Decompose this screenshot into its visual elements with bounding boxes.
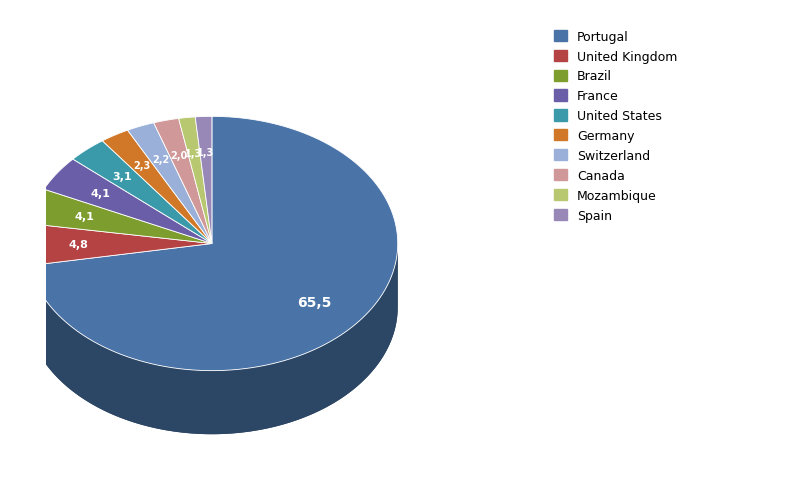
Polygon shape xyxy=(154,119,212,244)
Polygon shape xyxy=(73,142,212,244)
Text: 4,1: 4,1 xyxy=(90,189,110,199)
Polygon shape xyxy=(195,117,212,244)
Polygon shape xyxy=(28,190,212,244)
Polygon shape xyxy=(102,131,212,244)
Polygon shape xyxy=(29,248,397,434)
Text: 1,3: 1,3 xyxy=(185,148,202,159)
Text: 1,3: 1,3 xyxy=(197,148,214,158)
Polygon shape xyxy=(26,224,212,266)
Text: 2,3: 2,3 xyxy=(133,161,151,171)
Polygon shape xyxy=(127,123,212,244)
Text: 2,0: 2,0 xyxy=(170,150,188,161)
Text: 65,5: 65,5 xyxy=(297,296,331,310)
Polygon shape xyxy=(26,244,29,329)
Polygon shape xyxy=(179,118,212,244)
Text: 3,1: 3,1 xyxy=(112,171,131,182)
Text: 4,1: 4,1 xyxy=(74,212,94,222)
Polygon shape xyxy=(44,160,212,244)
Text: 2,2: 2,2 xyxy=(152,155,169,164)
Text: 4,8: 4,8 xyxy=(69,240,88,250)
Polygon shape xyxy=(29,117,397,371)
Polygon shape xyxy=(26,244,397,434)
Legend: Portugal, United Kingdom, Brazil, France, United States, Germany, Switzerland, C: Portugal, United Kingdom, Brazil, France… xyxy=(555,31,677,222)
